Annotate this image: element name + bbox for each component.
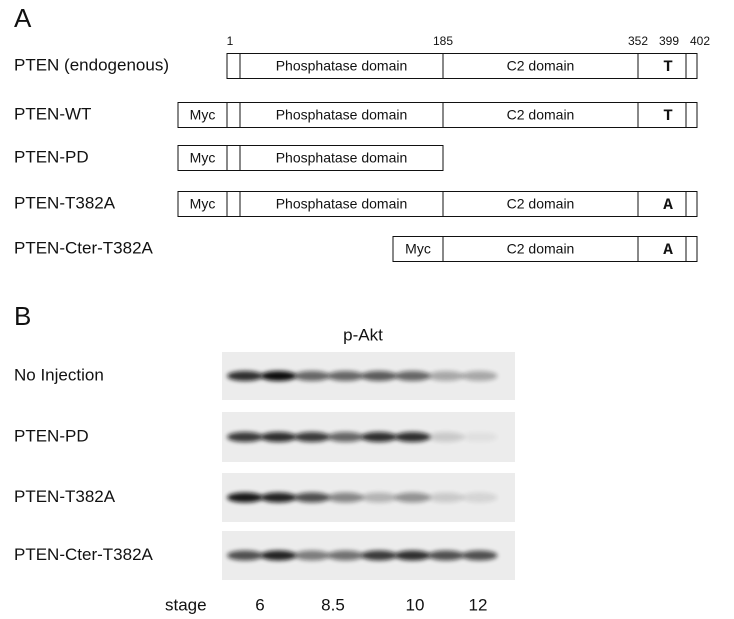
band [394,550,431,561]
domain-box [239,191,444,217]
domain-box [442,236,639,262]
domain-box [239,53,444,79]
band [461,550,498,561]
residue-number: 399 [659,34,679,48]
domain-box [637,102,687,128]
band [428,371,464,381]
band [394,492,431,503]
stage-value: 6 [255,595,264,614]
row-label: No Injection [14,365,104,384]
domain-box [177,102,228,128]
band [260,550,297,561]
band [294,550,330,561]
band [327,371,364,381]
row-label: PTEN-PD [14,426,89,445]
domain-box [239,145,444,171]
residue-number: 1 [227,34,234,48]
domain-box [226,145,241,171]
domain-box [442,102,639,128]
stage-value: 12 [469,595,488,614]
domain-box [685,236,698,262]
band [428,550,464,561]
domain-box [177,191,228,217]
band [394,371,431,381]
band [327,492,364,503]
residue-number: 185 [433,34,453,48]
band [361,432,397,442]
domain-label: T [663,107,673,125]
band [361,371,397,381]
stage-value: 8.5 [321,595,345,614]
domain-label: Myc [405,241,431,257]
band [327,432,364,442]
band [461,492,498,503]
band [428,492,464,503]
band [394,432,431,442]
construct-name: PTEN-Cter-T382A [14,238,154,257]
band [260,432,297,442]
row-label: PTEN-T382A [14,487,116,506]
domain-box [442,191,639,217]
domain-label: Phosphatase domain [276,196,408,212]
domain-box [177,145,228,171]
band [461,432,498,442]
domain-label: Myc [190,150,216,166]
panel-label: B [14,301,31,331]
domain-label: Phosphatase domain [276,150,408,166]
domain-box [685,191,698,217]
construct-name: PTEN (endogenous) [14,55,169,74]
stage-value: 10 [406,595,425,614]
band [294,492,330,503]
band [227,550,263,561]
domain-label: Myc [190,107,216,123]
domain-box [226,53,241,79]
band [428,432,464,442]
stage-label: stage [165,595,207,614]
domain-box [637,53,687,79]
band [227,492,263,503]
domain-label: Phosphatase domain [276,107,408,123]
blot-title: p-Akt [343,325,383,344]
domain-label: Phosphatase domain [276,58,408,74]
domain-label: C2 domain [507,58,575,74]
construct-name: PTEN-WT [14,104,91,123]
row-label: PTEN-Cter-T382A [14,545,154,564]
domain-label: T [663,58,673,76]
domain-box [637,236,687,262]
domain-box [226,102,241,128]
domain-label: C2 domain [507,241,575,257]
domain-label: A [663,241,673,259]
domain-box [442,53,639,79]
band [227,432,263,442]
domain-label: A [663,196,673,214]
band [260,371,297,381]
domain-box [637,191,687,217]
panel-label: A [14,3,32,33]
domain-label: C2 domain [507,107,575,123]
band [461,371,498,381]
residue-number: 402 [690,34,710,48]
domain-label: Myc [190,196,216,212]
domain-box [685,102,698,128]
band [227,371,263,381]
domain-box [226,191,241,217]
band [294,371,330,381]
construct-name: PTEN-T382A [14,193,116,212]
domain-label: C2 domain [507,196,575,212]
band [327,550,364,561]
band [361,492,397,503]
construct-name: PTEN-PD [14,147,89,166]
domain-box [685,53,698,79]
band [294,432,330,442]
band [260,492,297,503]
residue-number: 352 [628,34,648,48]
band [361,550,397,561]
